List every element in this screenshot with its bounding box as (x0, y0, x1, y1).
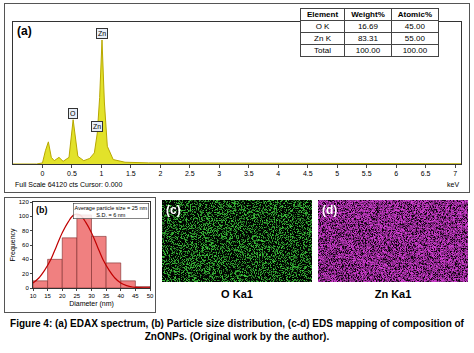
svg-text:4: 4 (276, 170, 280, 177)
svg-text:Zn: Zn (93, 123, 101, 130)
svg-text:10: 10 (30, 293, 37, 299)
html-text:45.00: 45.00 (404, 22, 425, 31)
html-text:100.00: 100.00 (355, 46, 381, 55)
html-text:Figure 4: (a) EDAX spectrum, (: Figure 4: (a) EDAX spectrum, (b) Particl… (10, 318, 464, 342)
svg-text:0: 0 (41, 170, 45, 177)
svg-text:35: 35 (103, 293, 110, 299)
svg-text:6.5: 6.5 (421, 170, 431, 177)
svg-text:60: 60 (22, 242, 29, 248)
svg-text:120: 120 (19, 199, 30, 205)
svg-text:0: 0 (25, 285, 29, 291)
svg-text:20: 20 (59, 293, 66, 299)
html-text:Element: Element (307, 10, 339, 19)
html-text:Zn Ka1: Zn Ka1 (374, 288, 412, 300)
svg-text:50: 50 (147, 293, 154, 299)
svg-text:45: 45 (132, 293, 139, 299)
svg-text:(a): (a) (17, 24, 32, 38)
svg-text:(b): (b) (36, 205, 48, 215)
svg-text:Zn: Zn (98, 30, 106, 37)
html-text:O Ka1: O Ka1 (221, 288, 253, 300)
svg-text:80: 80 (22, 228, 29, 234)
svg-text:0.5: 0.5 (67, 170, 77, 177)
svg-text:1: 1 (99, 170, 103, 177)
html-text:Atomic%: Atomic% (397, 10, 432, 19)
svg-text:100: 100 (19, 213, 30, 219)
svg-text:25: 25 (74, 293, 81, 299)
html-text:(c): (c) (166, 203, 181, 217)
html-text:O K: O K (315, 22, 330, 31)
html-text:Zn K: Zn K (314, 34, 331, 43)
svg-text:O: O (70, 110, 76, 117)
svg-text:Average particle size = 25 nmS: Average particle size = 25 nmS.D. = 6 nm (75, 205, 148, 218)
svg-text:5.5: 5.5 (362, 170, 372, 177)
svg-text:Diameter (nm): Diameter (nm) (69, 300, 114, 308)
html-text:Total: Total (314, 46, 331, 55)
svg-text:40: 40 (22, 256, 29, 262)
svg-text:20: 20 (22, 271, 29, 277)
svg-text:2.5: 2.5 (185, 170, 195, 177)
svg-text:7: 7 (453, 170, 457, 177)
html-text:Weight%: Weight% (351, 10, 385, 19)
svg-text:40: 40 (117, 293, 124, 299)
svg-text:4.5: 4.5 (303, 170, 313, 177)
svg-text:15: 15 (44, 293, 51, 299)
html-text:55.00: 55.00 (404, 34, 425, 43)
svg-text:5: 5 (335, 170, 339, 177)
svg-text:Frequency: Frequency (9, 228, 17, 262)
svg-text:Full Scale 64120 cts Cursor: 0: Full Scale 64120 cts Cursor: 0.000 (15, 181, 122, 188)
svg-text:3.5: 3.5 (244, 170, 254, 177)
html-text:16.69: 16.69 (357, 22, 378, 31)
svg-text:2: 2 (158, 170, 162, 177)
html-text:(d): (d) (322, 203, 338, 217)
html-text:83.31: 83.31 (357, 34, 378, 43)
svg-text:30: 30 (88, 293, 95, 299)
svg-text:6: 6 (394, 170, 398, 177)
svg-text:1.5: 1.5 (126, 170, 136, 177)
html-text:100.00: 100.00 (402, 46, 428, 55)
svg-text:3: 3 (217, 170, 221, 177)
svg-text:keV: keV (447, 181, 459, 188)
